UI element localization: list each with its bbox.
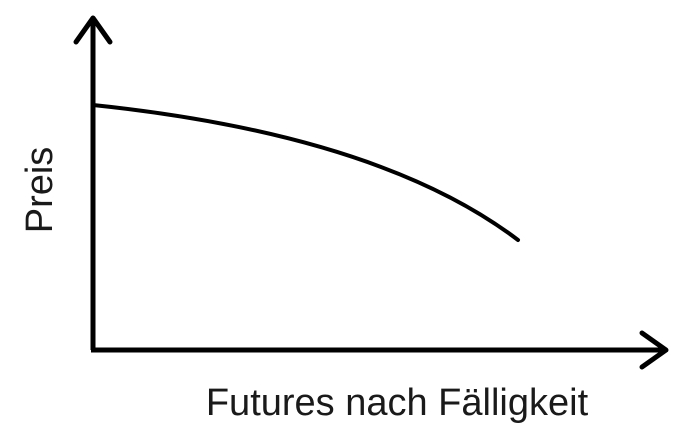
price-curve: [91, 103, 520, 242]
y-axis-label: Preis: [19, 147, 61, 234]
y-axis-arrow: [73, 15, 113, 45]
x-axis-label: Futures nach Fälligkeit: [206, 382, 589, 424]
x-axis-arrow: [639, 330, 669, 370]
